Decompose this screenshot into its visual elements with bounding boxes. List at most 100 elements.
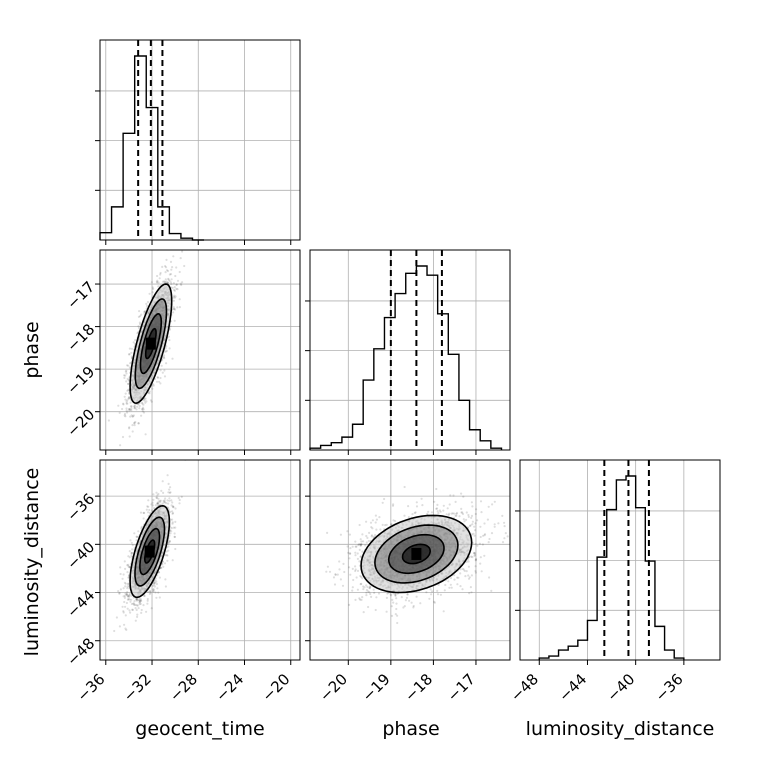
sample-point [134,339,137,342]
sample-point [169,260,173,263]
panel-content [113,460,187,633]
sample-point [133,422,136,425]
sample-point [159,376,162,380]
sample-point [385,523,388,527]
sample-point [126,595,130,598]
panel-frame [99,39,301,241]
sample-point [137,403,140,406]
sample-point [127,563,130,567]
sample-point [129,408,132,411]
sample-point [173,532,176,535]
sample-point [130,409,133,412]
contour-line [139,527,161,576]
sample-point [122,595,125,598]
sample-point [119,588,122,591]
contour-line [134,298,168,390]
sample-point [143,397,146,401]
sample-point [139,602,142,606]
sample-point [137,325,140,328]
sample-point [152,384,155,387]
sample-point [165,550,168,553]
y-tick-label: −44 [63,586,98,621]
sample-point [152,287,155,291]
sample-point [163,499,166,502]
sample-point [123,376,126,379]
sample-point [136,597,139,601]
sample-point [452,494,455,497]
sample-point [170,282,173,286]
sample-point [128,435,131,438]
sample-point [135,408,138,411]
sample-point [119,572,122,576]
sample-point [144,433,147,436]
sample-point [156,494,159,497]
sample-point [164,497,167,500]
sample-point [151,504,155,507]
sample-point [149,399,152,402]
sample-point [467,574,470,577]
sample-point [363,586,366,589]
sample-point [141,402,144,405]
x-tick-label: −44 [555,670,590,705]
sample-point [147,590,150,594]
sample-point [150,503,153,506]
sample-point [117,590,120,593]
sample-point [150,281,153,284]
sample-point [159,271,162,275]
sample-point [161,480,164,483]
sample-point [158,499,161,502]
sample-point [165,280,168,283]
sample-point [173,294,176,297]
sample-point [156,376,159,379]
sample-point [127,576,130,579]
sample-point [172,526,175,529]
sample-point [157,492,160,496]
sample-point [129,600,132,603]
sample-point [140,313,143,316]
sample-point [124,614,127,617]
sample-point [171,522,174,525]
sample-point [172,506,175,509]
sample-point [163,281,166,284]
sample-point [163,369,166,372]
sample-point [140,414,143,417]
sample-point [433,600,436,603]
sample-point [175,266,178,269]
sample-point [164,271,167,274]
sample-point [127,382,130,385]
sample-point [179,282,182,285]
sample-point [168,328,172,331]
sample-point [136,599,139,602]
sample-point [166,499,169,502]
sample-point [126,377,129,380]
sample-point [169,510,172,513]
sample-point [168,499,171,502]
sample-point [172,282,175,285]
x-tick-label: −48 [507,670,542,705]
sample-point [168,539,171,543]
sample-point [334,573,337,577]
sample-point [122,402,125,405]
sample-point [167,491,170,494]
density-peak [144,545,155,558]
sample-point [138,603,141,606]
sample-point [125,380,128,383]
sample-point [358,597,361,600]
sample-point [386,592,389,595]
sample-point [459,568,462,571]
sample-point [135,535,139,539]
sample-point [131,430,134,433]
sample-point [141,401,144,404]
sample-point [128,427,131,430]
sample-point [147,391,150,395]
sample-point [163,501,167,504]
sample-point [395,597,398,600]
sample-point [176,306,179,309]
sample-point [131,548,134,551]
sample-point [385,596,388,600]
sample-point [168,488,171,491]
sample-point [158,277,161,280]
sample-point [152,588,155,591]
sample-point [372,535,375,539]
sample-point [173,307,176,310]
